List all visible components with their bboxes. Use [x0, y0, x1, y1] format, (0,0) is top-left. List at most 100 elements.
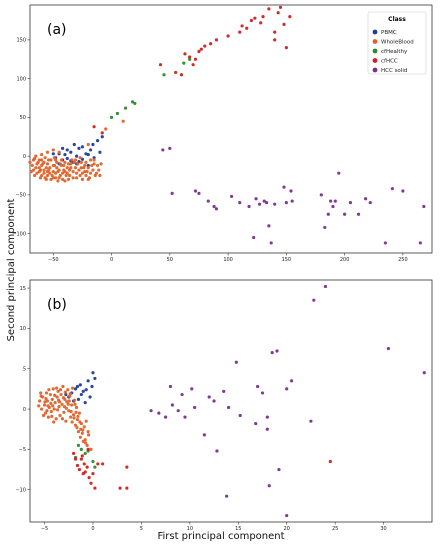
data-point [57, 150, 61, 154]
x-tick-label: 5 [140, 526, 143, 532]
data-point [183, 415, 187, 419]
y-tick-label: 15 [20, 286, 26, 292]
legend-marker [372, 67, 378, 73]
data-point [92, 158, 96, 162]
data-point [89, 447, 93, 451]
data-point [63, 152, 67, 157]
panel-a: −50 0 50 100 150 200 250 150 100 50 0 −50 −100 (a) [12, 4, 433, 263]
data-point [91, 472, 95, 476]
data-point [48, 392, 52, 397]
data-point [93, 376, 97, 381]
data-point [40, 152, 44, 157]
series-cfhcc [71, 447, 332, 490]
data-point [254, 421, 258, 426]
data-point [214, 207, 219, 211]
y-tick-label: 0 [23, 407, 26, 413]
x-tick-label: 25 [332, 526, 338, 532]
data-point [84, 441, 88, 445]
data-point [75, 176, 79, 180]
data-point [97, 168, 101, 172]
data-point [77, 467, 82, 472]
data-point [65, 171, 69, 175]
data-point [86, 142, 90, 147]
data-point [73, 158, 78, 162]
data-point [43, 176, 47, 180]
data-point [234, 360, 238, 364]
data-point [86, 166, 90, 170]
x-tick-label: 20 [284, 526, 290, 532]
data-point [39, 391, 43, 395]
data-point [125, 465, 129, 469]
data-point [284, 46, 288, 50]
data-point [269, 241, 273, 245]
y-tick-label: 10 [20, 326, 26, 332]
data-point [247, 204, 251, 209]
data-point [63, 179, 67, 183]
data-point [179, 73, 184, 77]
data-point [38, 168, 43, 172]
data-point [123, 106, 128, 110]
data-point [80, 171, 85, 175]
data-point [290, 199, 294, 203]
data-point [90, 163, 94, 168]
data-point [91, 168, 95, 172]
data-point [285, 513, 289, 518]
data-point [51, 176, 55, 180]
data-point [319, 193, 323, 197]
data-point [65, 156, 69, 161]
data-point [88, 395, 92, 399]
data-point [56, 179, 60, 183]
data-point [95, 163, 100, 168]
data-point [383, 241, 387, 245]
data-point [89, 481, 93, 485]
data-point [257, 202, 262, 206]
data-point [168, 384, 173, 389]
data-point [86, 430, 90, 434]
data-point [87, 433, 91, 437]
series-cfhcc [92, 5, 292, 135]
plot-frame [29, 4, 433, 254]
data-point [78, 156, 82, 160]
data-point [46, 415, 51, 419]
x-tick-label: 0 [110, 257, 113, 263]
data-point [193, 57, 198, 61]
data-point [289, 379, 294, 383]
data-point [86, 177, 90, 181]
data-point [47, 158, 51, 162]
data-point [80, 157, 85, 161]
data-point [326, 212, 330, 216]
data-point [183, 52, 187, 56]
data-point [176, 409, 180, 413]
data-point [86, 447, 90, 451]
data-point [226, 34, 230, 38]
series-hcc-solid [161, 146, 426, 245]
data-point [188, 57, 192, 61]
data-point [323, 284, 328, 289]
data-point [182, 61, 186, 65]
data-point [66, 177, 71, 181]
data-point [101, 462, 105, 466]
data-point [44, 396, 48, 401]
data-point [69, 150, 73, 154]
data-point [56, 389, 60, 393]
data-point [206, 199, 210, 203]
data-point [86, 379, 90, 383]
data-point [68, 392, 72, 396]
data-point [288, 15, 292, 19]
data-point [282, 185, 286, 189]
data-point [270, 351, 274, 355]
data-point [100, 131, 104, 135]
data-point [368, 201, 372, 205]
series-wholeblood [37, 384, 93, 451]
data-point [45, 170, 50, 174]
data-point [81, 428, 85, 432]
legend-label: cfHCC [381, 59, 398, 65]
data-point [202, 433, 206, 437]
data-point [79, 392, 83, 397]
x-axis-title: First principal component [157, 531, 284, 542]
data-point [282, 22, 286, 26]
data-point [96, 462, 100, 466]
data-point [256, 384, 260, 389]
data-point [265, 415, 269, 419]
data-point [418, 241, 422, 245]
